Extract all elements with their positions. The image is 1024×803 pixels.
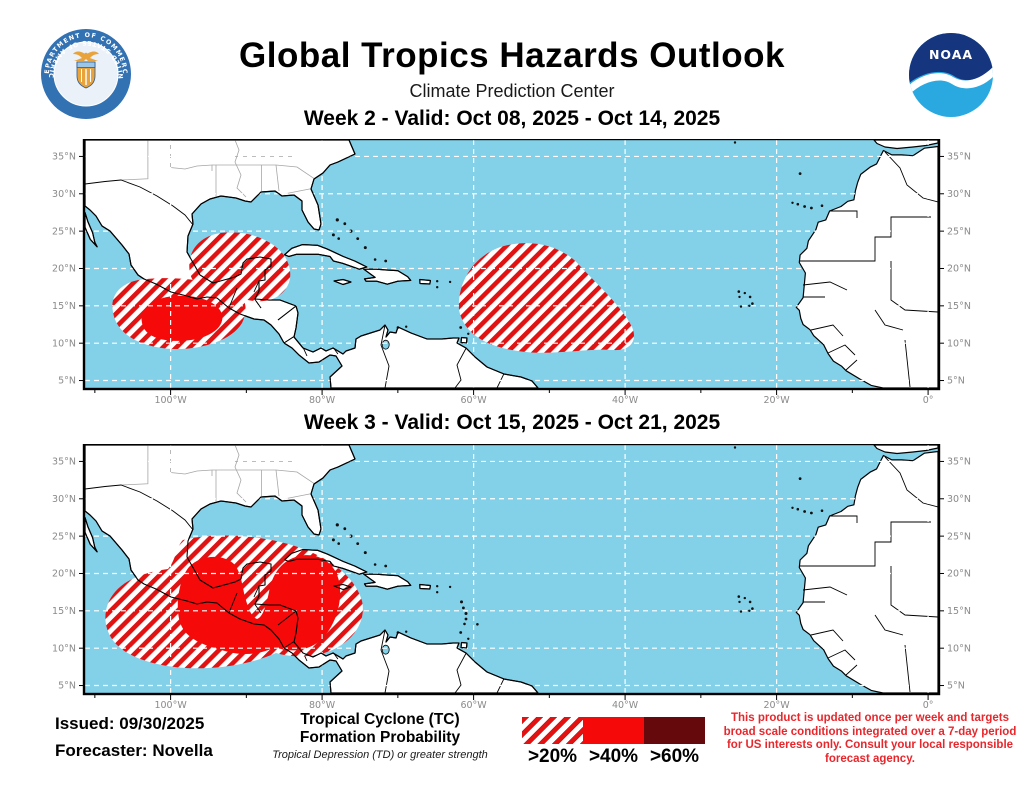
lake-maracaibo [381, 339, 390, 350]
legend-title-line2: Formation Probability [299, 729, 461, 746]
doc-seal-logo: DEPARTMENT OF COMMERCE UNITED STATES OF … [37, 23, 132, 120]
week2-title: Week 2 - Valid: Oct 08, 2025 - Oct 14, 2… [303, 107, 721, 130]
lon-label: 20°W [763, 395, 790, 406]
lon-label: 100°W [154, 700, 187, 711]
legend-color-bar [522, 717, 705, 744]
issued-block: Issued: 09/30/2025 Forecaster: Novella [55, 710, 213, 764]
gridlines [85, 445, 938, 693]
coastline-overlay [85, 445, 539, 693]
lat-label: 15°N [947, 301, 971, 312]
legend-title-line1: Tropical Cyclone (TC) [300, 711, 460, 728]
legend-title-block: Tropical Cyclone (TC) Formation Probabil… [268, 711, 492, 763]
issued-date: Issued: 09/30/2025 [55, 714, 205, 733]
state-borders [120, 445, 315, 503]
lat-label: 15°N [52, 606, 76, 617]
map-frame [82, 442, 941, 696]
lat-label: 35°N [52, 457, 76, 468]
hazard-areas-gt40 [177, 555, 341, 655]
gridlines [85, 140, 938, 388]
lon-label: 20°W [763, 700, 790, 711]
forecaster-name: Forecaster: Novella [55, 741, 213, 760]
lat-label: 20°N [947, 569, 971, 580]
legend-swatch-gt60 [644, 717, 705, 744]
legend-labels: >20% >40% >60% [522, 746, 705, 768]
lat-label: 20°N [947, 264, 971, 275]
lat-label: 10°N [947, 643, 971, 654]
lat-label: 30°N [52, 494, 76, 505]
doc-seal-eagle-icon [73, 51, 99, 89]
lon-label: 60°W [460, 395, 487, 406]
lat-label: 5°N [58, 376, 76, 387]
lat-label: 10°N [52, 643, 76, 654]
noaa-seagull-icon [909, 64, 993, 98]
legend-swatch-gt20 [522, 717, 583, 744]
lon-label: 100°W [154, 395, 187, 406]
lon-label: 80°W [309, 395, 336, 406]
lat-label: 20°N [52, 264, 76, 275]
lat-label: 35°N [52, 152, 76, 163]
w3-map-svg: 35°N 35°N 30°N 30°N 25°N 25°N 20°N 20°N 15°N 15°N… [52, 440, 971, 711]
legend-label-gt60: >60% [649, 746, 700, 767]
week3-title: Week 3 - Valid: Oct 15, 2025 - Oct 21, 2… [303, 411, 721, 434]
lat-label: 5°N [947, 681, 965, 692]
lake-maracaibo [381, 644, 390, 655]
lat-label: 25°N [52, 226, 76, 237]
lat-label: 35°N [947, 457, 971, 468]
lat-label: 5°N [58, 681, 76, 692]
lat-label: 15°N [52, 301, 76, 312]
lat-label: 15°N [947, 606, 971, 617]
legend-label-gt40: >40% [588, 746, 639, 767]
page-subtitle: Climate Prediction Center [409, 81, 615, 101]
lat-label: 25°N [947, 531, 971, 542]
coastline-overlay [85, 140, 539, 388]
page-title: Global Tropics Hazards Outlook [239, 36, 785, 75]
lat-label: 30°N [947, 494, 971, 505]
lat-label: 20°N [52, 569, 76, 580]
week3-map: 35°N 35°N 30°N 30°N 25°N 25°N 20°N 20°N 15°N 15°N… [0, 440, 1024, 714]
lon-label: 40°W [612, 700, 639, 711]
lon-label: 80°W [309, 700, 336, 711]
hazard-areas-gt40 [141, 295, 223, 341]
legend-swatch-gt40 [583, 717, 644, 744]
lat-label: 30°N [52, 189, 76, 200]
lon-label: 0° [923, 700, 934, 711]
map-frame [82, 137, 941, 391]
lat-label: 5°N [947, 376, 965, 387]
lon-label: 0° [923, 395, 934, 406]
noaa-logo-text: NOAA [929, 47, 973, 62]
lat-label: 35°N [947, 152, 971, 163]
disclaimer-text: This product is updated once per week an… [723, 712, 1017, 765]
lat-label: 10°N [947, 338, 971, 349]
lon-label: 60°W [460, 700, 487, 711]
legend-label-gt20: >20% [527, 746, 578, 767]
lat-label: 10°N [52, 338, 76, 349]
lat-label: 25°N [52, 531, 76, 542]
island-dots [331, 446, 824, 640]
week2-map: 35°N 35°N 30°N 30°N 25°N 25°N 20°N 20°N 15°N 15°N… [0, 135, 1024, 409]
noaa-logo: NOAA [908, 32, 994, 118]
w2-map-svg: 35°N 35°N 30°N 30°N 25°N 25°N 20°N 20°N 15°N 15°N… [52, 135, 971, 406]
lat-label: 30°N [947, 189, 971, 200]
lon-label: 40°W [612, 395, 639, 406]
legend-subtitle: Tropical Depression (TD) or greater stre… [272, 749, 488, 761]
lat-label: 25°N [947, 226, 971, 237]
